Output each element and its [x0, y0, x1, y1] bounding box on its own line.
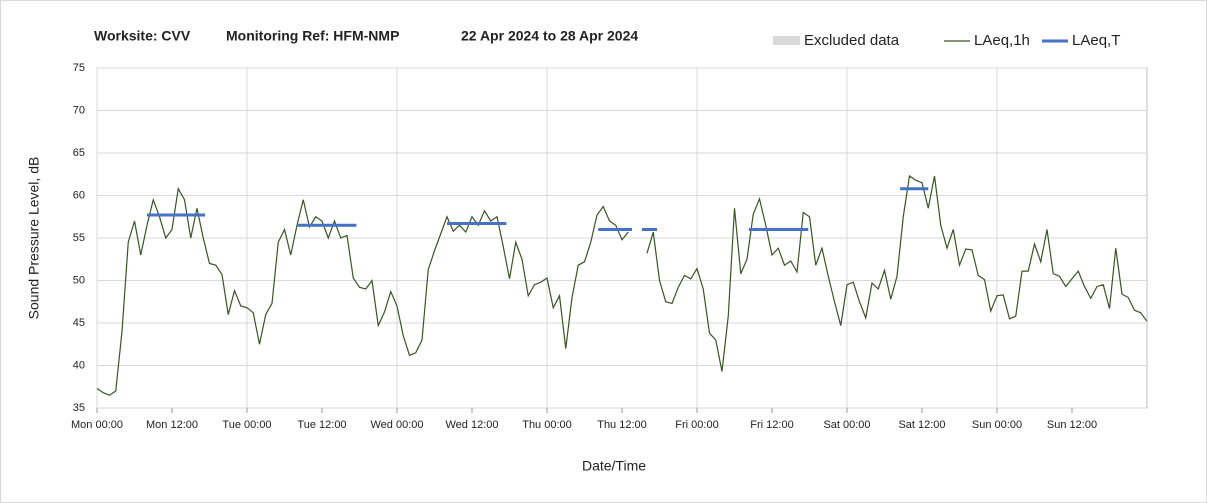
legend-label: LAeq,1h: [974, 32, 1030, 49]
title-dates: 22 Apr 2024 to 28 Apr 2024: [461, 28, 638, 44]
y-tick-label: 70: [73, 104, 85, 116]
x-tick-label: Sat 00:00: [823, 419, 870, 431]
x-tick-label: Tue 12:00: [297, 419, 346, 431]
y-axis-label: Sound Pressure Level, dB: [26, 157, 42, 320]
y-tick-label: 40: [73, 359, 85, 371]
x-tick-label: Tue 00:00: [222, 419, 271, 431]
x-tick-label: Thu 00:00: [522, 419, 572, 431]
x-tick-label: Wed 00:00: [370, 419, 423, 431]
y-tick-label: 35: [73, 402, 85, 414]
laeq-1h-line: [96, 174, 1148, 396]
x-tick-label: Thu 12:00: [597, 419, 647, 431]
x-tick-label: Wed 12:00: [445, 419, 498, 431]
x-axis-label: Date/Time: [582, 458, 646, 474]
y-tick-label: 45: [73, 317, 85, 329]
legend-label: LAeq,T: [1072, 32, 1120, 49]
x-tick-label: Fri 00:00: [675, 419, 718, 431]
x-tick-label: Mon 12:00: [146, 419, 198, 431]
x-tick-label: Fri 12:00: [750, 419, 793, 431]
legend-swatch: [773, 36, 800, 45]
x-tick-label: Sun 00:00: [972, 419, 1022, 431]
x-tick-label: Mon 00:00: [71, 419, 123, 431]
y-tick-label: 60: [73, 189, 85, 201]
title-ref: Monitoring Ref: HFM-NMP: [226, 28, 399, 44]
x-tick-label: Sat 12:00: [898, 419, 945, 431]
y-tick-label: 55: [73, 232, 85, 244]
y-tick-label: 50: [73, 274, 85, 286]
y-tick-label: 75: [73, 62, 85, 74]
x-tick-label: Sun 12:00: [1047, 419, 1097, 431]
y-tick-label: 65: [73, 147, 85, 159]
title-site: Worksite: CVV: [94, 28, 191, 44]
legend-label: Excluded data: [804, 32, 900, 49]
